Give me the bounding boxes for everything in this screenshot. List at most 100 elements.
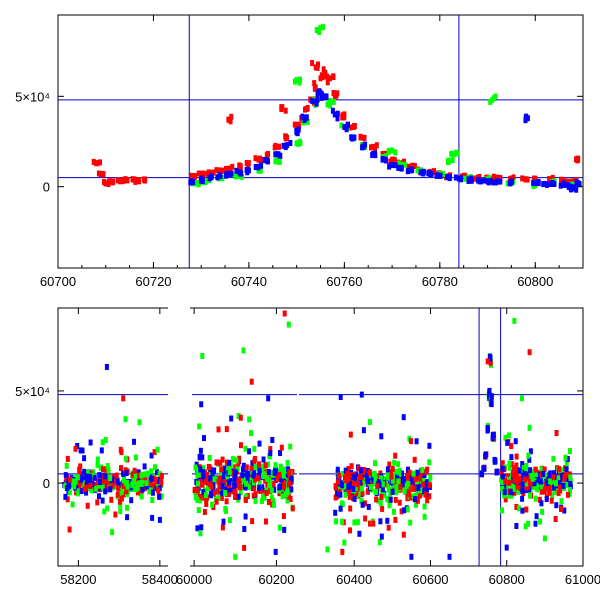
bottom-red-scatter-point (85, 502, 90, 509)
top-red-dense-point (277, 143, 282, 150)
bottom-green-point (265, 476, 270, 482)
bottom-green-scatter-point (369, 484, 373, 491)
bottom-red-point (217, 475, 222, 482)
bottom-red-scatter-point (558, 487, 563, 494)
top-red-dense-point (226, 116, 231, 123)
top-blue-dense-point (558, 182, 563, 189)
bottom-red-point (263, 477, 268, 484)
bottom-blue-scatter-point (340, 482, 345, 489)
bottom-green-point (244, 480, 249, 487)
top-blue-dense-point (477, 178, 482, 185)
bottom-green-point (268, 477, 273, 484)
bottom-red-point (109, 496, 114, 503)
bottom-green-point (253, 464, 258, 471)
bottom-red-outlier-point (371, 520, 376, 527)
bottom-red-point (106, 478, 111, 485)
bottom-blue-point (289, 486, 294, 493)
bottom-green-point (396, 478, 401, 485)
top-red-dense-point (325, 79, 330, 86)
bottom-blue-scatter-point (273, 548, 278, 555)
bottom-green-scatter-point (339, 518, 344, 525)
bottom-blue-scatter-point (508, 489, 513, 496)
bottom-green-outlier-point (542, 535, 547, 542)
bottom-red-point (363, 500, 367, 507)
bottom-red-point (271, 480, 276, 487)
top-red-point (571, 178, 576, 185)
bottom-green-point (223, 490, 228, 497)
bottom-blue-point (545, 479, 550, 486)
bottom-red-scatter-point (218, 459, 223, 466)
bottom-red-scatter-point (242, 544, 247, 551)
bottom-red-scatter-point (67, 526, 72, 533)
bottom-green-point (225, 474, 230, 480)
bottom-green-scatter-point (523, 523, 528, 530)
bottom-red-point (290, 469, 295, 475)
bottom-green-scatter-point (125, 504, 129, 511)
bottom-blue-point (121, 470, 126, 477)
bottom-blue-point (115, 478, 120, 485)
top-y-tick-label: 5×10⁴ (15, 89, 50, 104)
bottom-blue-scatter-point (412, 496, 417, 503)
bottom-blue-point (261, 456, 266, 463)
bottom-green-point (373, 460, 377, 467)
bottom-red-scatter-point (266, 499, 271, 505)
bottom-green-scatter-point (269, 487, 274, 494)
bottom-green-point (372, 480, 377, 487)
bottom-green-scatter-point (145, 470, 150, 477)
bottom-blue-point (220, 483, 225, 490)
top-red-dense-point (331, 90, 336, 96)
bottom-green-point (396, 461, 401, 468)
bottom-blue-point (116, 481, 121, 488)
bottom-red-point (524, 484, 529, 491)
top-blue-dense-point (566, 182, 571, 189)
bottom-blue-scatter-point (533, 520, 538, 527)
bottom-green-point (260, 498, 264, 504)
top-red-dense-point (238, 164, 243, 171)
top-red-dense-point (96, 170, 101, 177)
bottom-blue-scatter-point (360, 501, 365, 508)
bottom-green-point (548, 478, 553, 485)
top-red-dense-point (432, 168, 436, 175)
bottom-red-point (202, 469, 207, 476)
bottom-green-point (252, 445, 257, 452)
bottom-red-point (287, 473, 292, 480)
top-red-dense-point (523, 176, 528, 183)
bottom-green-scatter-point (529, 473, 534, 480)
bottom-green-point (568, 486, 572, 493)
bottom-red-scatter-point (363, 515, 368, 522)
top-green-dense-point (240, 173, 244, 180)
bottom-green-point (386, 470, 390, 477)
top-red-dense-point (373, 145, 378, 152)
bottom-red-point (135, 489, 140, 496)
bottom-green-point (248, 477, 253, 484)
bottom-red-point (356, 481, 361, 488)
top-blue-dense-point (410, 167, 415, 173)
bottom-green-scatter-point (516, 505, 521, 512)
bottom-blue-point (150, 489, 155, 496)
top-green-dense-point (317, 29, 322, 35)
top-x-tick-label: 60800 (517, 274, 553, 289)
top-red-dense-point (229, 113, 234, 120)
bottom-red-point (211, 490, 216, 497)
bottom-blue-point (232, 482, 237, 489)
bottom-blue-outlier-point (157, 516, 162, 523)
bottom-blue-point (228, 486, 233, 493)
bottom-green-scatter-point (408, 519, 413, 526)
bottom-green-scatter-point (212, 476, 217, 483)
bottom-green-scatter-point (521, 465, 526, 472)
top-blue-dense-point (335, 115, 340, 122)
bottom-blue-point (279, 476, 284, 482)
bottom-blue-point (222, 465, 227, 472)
bottom-red-point (286, 493, 291, 500)
top-red-dense-point (196, 170, 201, 177)
top-red-dense-point (550, 174, 555, 181)
bottom-blue-scatter-point (539, 500, 544, 507)
bottom-green-point (285, 459, 290, 466)
bottom-red-point (253, 476, 257, 483)
bottom-green-point (259, 466, 264, 473)
bottom-red-point (528, 479, 533, 486)
bottom-blue-point (243, 469, 248, 476)
bottom-blue-scatter-point (257, 440, 262, 447)
bottom-blue-point (380, 486, 385, 493)
bottom-red-point (151, 482, 156, 489)
